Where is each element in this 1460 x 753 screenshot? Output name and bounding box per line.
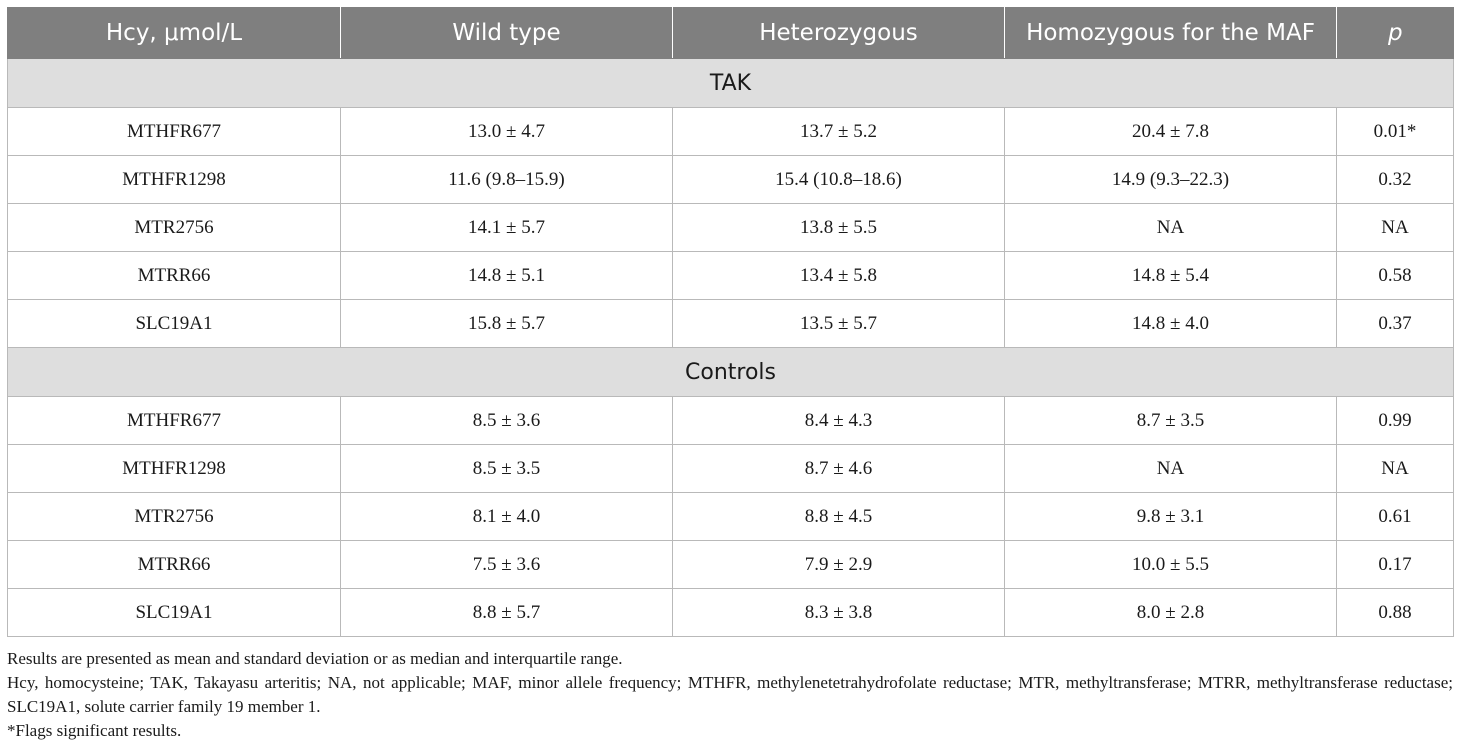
heterozygous-cell: 8.7 ± 4.6 [672, 444, 1005, 493]
p-value-cell: NA [1336, 203, 1454, 252]
results-table-container: Hcy, μmol/L Wild type Heterozygous Homoz… [7, 7, 1454, 637]
wild-type-cell: 8.1 ± 4.0 [340, 492, 673, 541]
wild-type-cell: 13.0 ± 4.7 [340, 107, 673, 156]
gene-cell: SLC19A1 [7, 299, 341, 348]
homozygous-cell: 8.0 ± 2.8 [1004, 588, 1337, 637]
table-row: MTRR66 14.8 ± 5.1 13.4 ± 5.8 14.8 ± 5.4 0.58 [7, 251, 1454, 300]
table-row: MTHFR1298 8.5 ± 3.5 8.7 ± 4.6 NA NA [7, 444, 1454, 493]
group-row: TAK [7, 58, 1454, 108]
gene-cell: MTHFR1298 [7, 444, 341, 493]
group-label: TAK [7, 58, 1454, 108]
footnote-significance: *Flags significant results. [7, 721, 182, 740]
wild-type-cell: 8.5 ± 3.6 [340, 396, 673, 445]
heterozygous-cell: 15.4 (10.8–18.6) [672, 155, 1005, 204]
homozygous-cell: 14.8 ± 4.0 [1004, 299, 1337, 348]
table-row: MTHFR1298 11.6 (9.8–15.9) 15.4 (10.8–18.6)… [7, 155, 1454, 204]
header-row: Hcy, μmol/L Wild type Heterozygous Homoz… [7, 7, 1454, 59]
homozygous-cell: 8.7 ± 3.5 [1004, 396, 1337, 445]
group-label: Controls [7, 347, 1454, 397]
heterozygous-cell: 8.4 ± 4.3 [672, 396, 1005, 445]
gene-cell: MTRR66 [7, 540, 341, 589]
wild-type-cell: 15.8 ± 5.7 [340, 299, 673, 348]
heterozygous-cell: 8.8 ± 4.5 [672, 492, 1005, 541]
footnote-presentation: Results are presented as mean and standa… [7, 649, 623, 668]
gene-cell: MTR2756 [7, 203, 341, 252]
wild-type-cell: 8.5 ± 3.5 [340, 444, 673, 493]
gene-cell: SLC19A1 [7, 588, 341, 637]
wild-type-cell: 8.8 ± 5.7 [340, 588, 673, 637]
gene-cell: MTHFR677 [7, 107, 341, 156]
p-value-cell: 0.37 [1336, 299, 1454, 348]
homozygous-cell: 14.9 (9.3–22.3) [1004, 155, 1337, 204]
p-value-cell: 0.88 [1336, 588, 1454, 637]
heterozygous-cell: 13.4 ± 5.8 [672, 251, 1005, 300]
heterozygous-cell: 7.9 ± 2.9 [672, 540, 1005, 589]
header-hcy: Hcy, μmol/L [7, 7, 341, 59]
homozygous-cell: 9.8 ± 3.1 [1004, 492, 1337, 541]
p-value-cell: NA [1336, 444, 1454, 493]
homozygous-cell: 20.4 ± 7.8 [1004, 107, 1337, 156]
gene-cell: MTRR66 [7, 251, 341, 300]
p-value-cell: 0.32 [1336, 155, 1454, 204]
table-row: MTHFR677 8.5 ± 3.6 8.4 ± 4.3 8.7 ± 3.5 0.99 [7, 396, 1454, 445]
wild-type-cell: 14.1 ± 5.7 [340, 203, 673, 252]
gene-cell: MTHFR1298 [7, 155, 341, 204]
p-value-cell: 0.61 [1336, 492, 1454, 541]
header-homozygous: Homozygous for the MAF [1004, 7, 1337, 59]
p-value-cell: 0.17 [1336, 540, 1454, 589]
heterozygous-cell: 13.7 ± 5.2 [672, 107, 1005, 156]
table-row: SLC19A1 8.8 ± 5.7 8.3 ± 3.8 8.0 ± 2.8 0.88 [7, 588, 1454, 637]
table-body: TAK MTHFR677 13.0 ± 4.7 13.7 ± 5.2 20.4 ± 7.… [7, 58, 1454, 637]
homozygous-cell: 10.0 ± 5.5 [1004, 540, 1337, 589]
heterozygous-cell: 13.5 ± 5.7 [672, 299, 1005, 348]
wild-type-cell: 14.8 ± 5.1 [340, 251, 673, 300]
p-value-cell: 0.99 [1336, 396, 1454, 445]
table-row: MTR2756 14.1 ± 5.7 13.8 ± 5.5 NA NA [7, 203, 1454, 252]
table-footnotes: Results are presented as mean and standa… [7, 647, 1453, 743]
header-wild-type: Wild type [340, 7, 673, 59]
homozygous-cell: NA [1004, 203, 1337, 252]
table-row: MTRR66 7.5 ± 3.6 7.9 ± 2.9 10.0 ± 5.5 0.17 [7, 540, 1454, 589]
heterozygous-cell: 8.3 ± 3.8 [672, 588, 1005, 637]
homozygous-cell: NA [1004, 444, 1337, 493]
group-row: Controls [7, 347, 1454, 397]
hcy-genotype-table: Hcy, μmol/L Wild type Heterozygous Homoz… [7, 7, 1454, 637]
header-p-value: p [1336, 7, 1454, 59]
footnote-abbreviations: Hcy, homocysteine; TAK, Takayasu arterit… [7, 673, 1453, 716]
gene-cell: MTHFR677 [7, 396, 341, 445]
header-heterozygous: Heterozygous [672, 7, 1005, 59]
gene-cell: MTR2756 [7, 492, 341, 541]
homozygous-cell: 14.8 ± 5.4 [1004, 251, 1337, 300]
wild-type-cell: 11.6 (9.8–15.9) [340, 155, 673, 204]
table-row: MTHFR677 13.0 ± 4.7 13.7 ± 5.2 20.4 ± 7.8 0.… [7, 107, 1454, 156]
wild-type-cell: 7.5 ± 3.6 [340, 540, 673, 589]
table-row: SLC19A1 15.8 ± 5.7 13.5 ± 5.7 14.8 ± 4.0 0.3… [7, 299, 1454, 348]
p-value-cell: 0.01* [1336, 107, 1454, 156]
heterozygous-cell: 13.8 ± 5.5 [672, 203, 1005, 252]
table-header: Hcy, μmol/L Wild type Heterozygous Homoz… [7, 7, 1454, 59]
p-value-cell: 0.58 [1336, 251, 1454, 300]
table-row: MTR2756 8.1 ± 4.0 8.8 ± 4.5 9.8 ± 3.1 0.61 [7, 492, 1454, 541]
